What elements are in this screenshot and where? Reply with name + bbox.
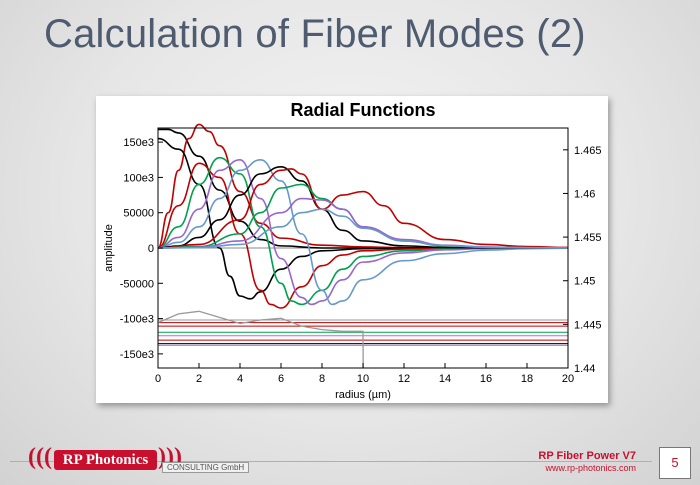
x-tick-label: 4 [237, 373, 243, 385]
y2-tick-label: 1.465 [574, 145, 602, 157]
x-tick-label: 0 [155, 373, 161, 385]
y2-tick-label: 1.445 [574, 319, 602, 331]
x-tick-label: 8 [319, 373, 325, 385]
x-tick-label: 10 [357, 373, 369, 385]
y-axis-label: amplitude [103, 224, 115, 272]
footer [0, 443, 700, 485]
y-tick-label: 0 [148, 243, 154, 255]
series-line-7 [157, 166, 568, 249]
x-tick-label: 16 [480, 373, 492, 385]
series-line-1 [157, 123, 568, 249]
y2-tick-label: 1.46 [574, 188, 595, 200]
y-tick-label: 150e3 [123, 137, 154, 149]
chart-title: Radial Functions [290, 100, 435, 120]
series-line-11 [157, 208, 569, 249]
logo-text: RP Photonics [54, 450, 157, 470]
y2-tick-label: 1.45 [574, 276, 595, 288]
x-tick-label: 12 [398, 373, 410, 385]
logo-bracket-left-icon: ((( [28, 444, 52, 470]
x-tick-label: 2 [196, 373, 202, 385]
x-tick-label: 18 [521, 373, 533, 385]
series-line-3 [157, 162, 568, 309]
y2-tick-label: 1.455 [574, 232, 602, 244]
series-line-9 [157, 183, 569, 249]
y-tick-label: -50000 [120, 278, 154, 290]
product-name: RP Fiber Power V7 [538, 450, 636, 462]
x-tick-label: 6 [278, 373, 284, 385]
radial-functions-chart: Radial Functions 0 2 4 6 8 10 12 14 16 18 20 150e3 10… [103, 100, 602, 401]
series-line-8 [157, 168, 569, 249]
series-line-2 [157, 137, 568, 300]
company-logo: ((( RP Photonics ))) CONSULTING GmbH [12, 444, 272, 480]
y-tick-label: 50000 [123, 208, 154, 220]
website-link[interactable]: www.rp-photonics.com [545, 463, 636, 473]
y-tick-label: 100e3 [123, 172, 154, 184]
product-info: RP Fiber Power V7 www.rp-photonics.com [538, 450, 636, 473]
x-axis-label: radius (µm) [335, 389, 391, 401]
series-line-6 [157, 158, 569, 306]
logo-subtext: CONSULTING GmbH [162, 462, 250, 473]
series-line-0 [157, 128, 568, 249]
y-tick-label: -150e3 [120, 349, 154, 361]
y2-tick-label: 1.44 [574, 363, 595, 375]
x-tick-label: 20 [562, 373, 574, 385]
page-number: 5 [659, 447, 691, 479]
footer-divider [10, 461, 652, 462]
series-line-5 [157, 158, 569, 306]
chart-panel: Radial Functions 0 2 4 6 8 10 12 14 16 18 20 150e3 10… [96, 96, 608, 403]
y-tick-label: -100e3 [120, 314, 154, 326]
x-tick-label: 14 [439, 373, 451, 385]
slide-title: Calculation of Fiber Modes (2) [44, 12, 586, 56]
index-profile-line [157, 310, 364, 369]
